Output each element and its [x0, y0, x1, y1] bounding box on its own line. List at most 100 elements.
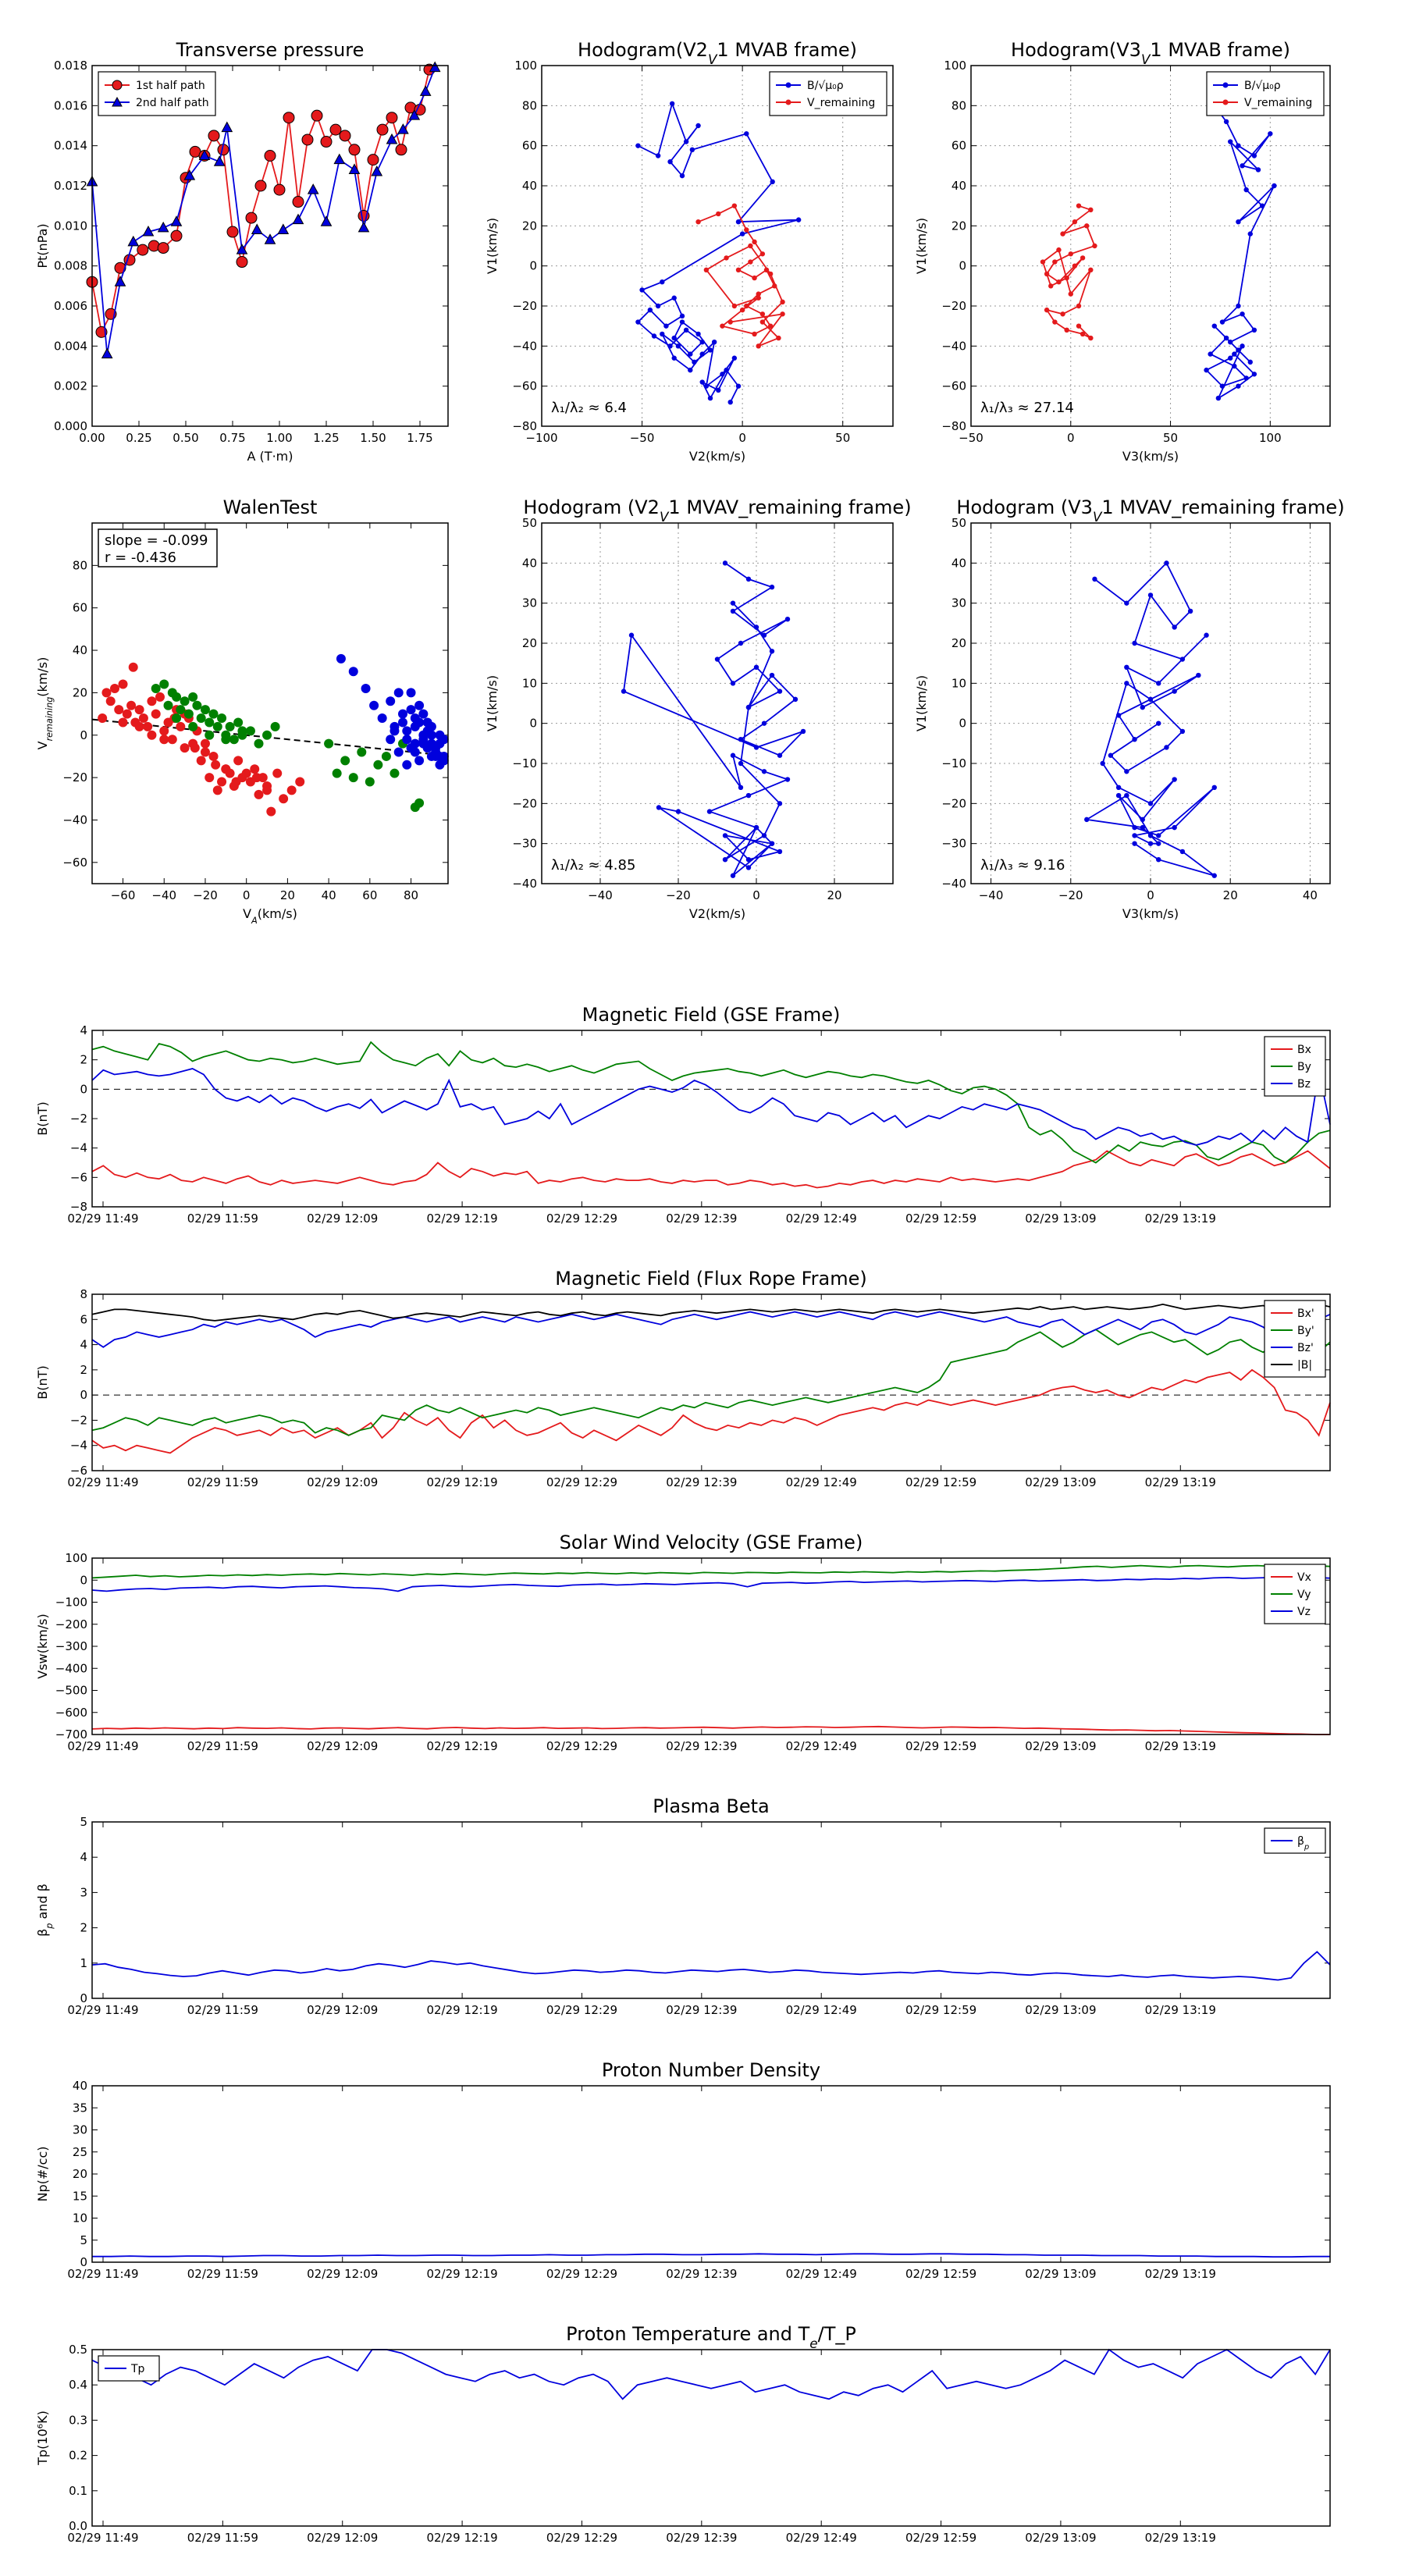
plot-frame	[91, 1557, 1331, 1735]
data-point	[361, 683, 371, 693]
data-point	[1211, 873, 1217, 878]
y-tick-label: 4	[80, 1023, 87, 1037]
x-tick-label: 20	[1223, 888, 1238, 902]
y-tick-label: 30	[951, 596, 966, 610]
x-tick-label: 02/29 12:09	[307, 2267, 378, 2281]
data-point	[759, 311, 766, 317]
data-point	[1228, 139, 1233, 144]
data-point	[767, 323, 774, 329]
chart-2: −50 0 50 100 −80 −60 −40 −20 0 20 40 60 80 100 Hodogra…	[914, 39, 1331, 464]
legend-label: By'	[1297, 1325, 1314, 1337]
legend-label: Vx	[1297, 1571, 1311, 1584]
data-point	[745, 857, 752, 863]
y-tick-label: −500	[55, 1684, 87, 1698]
data-point	[1124, 681, 1129, 686]
data-point	[759, 319, 766, 325]
data-point	[724, 367, 729, 373]
legend-label: βp	[1297, 1835, 1309, 1852]
y-tick-label: 40	[73, 2079, 87, 2093]
y-tick-label: 100	[944, 59, 966, 73]
data-point	[373, 760, 383, 770]
data-point	[699, 379, 705, 385]
x-tick-label: 02/29 13:19	[1145, 2267, 1216, 2281]
data-point	[727, 319, 733, 325]
x-axis-label: VA(km/s)	[243, 906, 297, 926]
y-tick-label: −200	[55, 1617, 87, 1631]
data-point	[414, 798, 425, 808]
x-axis-label: V2(km/s)	[689, 906, 745, 921]
data-point	[329, 123, 342, 136]
data-point	[683, 139, 689, 144]
data-point	[1211, 323, 1217, 329]
data-point	[435, 760, 445, 770]
data-point	[780, 299, 785, 305]
data-point	[357, 747, 367, 757]
data-point	[196, 756, 206, 766]
legend-box	[98, 71, 216, 116]
data-point	[128, 662, 138, 672]
y-tick-label: 20	[522, 219, 537, 233]
data-point	[114, 276, 126, 286]
chart-title: Transverse pressure	[176, 39, 365, 61]
data-point	[386, 696, 396, 706]
x-tick-label: 40	[1303, 888, 1318, 902]
data-point	[1268, 131, 1273, 137]
chart-title: Hodogram(V2V1 MVAB frame)	[578, 39, 857, 67]
x-tick-label: 02/29 13:09	[1025, 1212, 1096, 1226]
data-point	[176, 721, 186, 731]
x-tick-label: 02/29 11:59	[187, 1212, 258, 1226]
data-point	[311, 109, 323, 122]
data-point	[190, 743, 200, 753]
y-tick-label: −6	[70, 1464, 87, 1478]
data-point	[211, 760, 221, 770]
data-point	[155, 692, 165, 702]
x-tick-label: 02/29 11:59	[187, 1739, 258, 1753]
series-line-β_p	[91, 1951, 1331, 1981]
data-point	[226, 226, 239, 238]
data-point	[761, 769, 767, 774]
data-point	[137, 244, 149, 256]
y-tick-label: −2	[70, 1112, 87, 1126]
x-tick-label: 02/29 11:49	[67, 2003, 138, 2017]
chart-5: −40 −20 0 20 40 −40 −30 −20 −10 0 10 20 30 40 50Hodogr…	[914, 496, 1345, 921]
x-axis-label: V3(km/s)	[1122, 906, 1179, 921]
data-point	[367, 154, 379, 166]
data-point	[114, 705, 124, 715]
x-tick-label: −50	[630, 431, 655, 445]
x-tick-label: 02/29 12:19	[426, 2003, 497, 2017]
y-tick-label: 0.004	[54, 339, 87, 353]
data-point	[264, 233, 276, 244]
data-point	[745, 792, 752, 799]
x-tick-label: 02/29 12:39	[666, 1212, 737, 1226]
y-tick-label: −6	[70, 1170, 87, 1184]
x-tick-label: 02/29 12:29	[546, 1475, 617, 1489]
data-point	[738, 640, 744, 646]
data-point	[621, 688, 627, 694]
data-point	[348, 773, 358, 783]
plot-frame	[970, 65, 1331, 427]
y-tick-label: −80	[941, 419, 966, 433]
data-point	[1232, 351, 1237, 357]
data-point	[689, 147, 695, 152]
x-tick-label: 02/29 12:49	[786, 1475, 857, 1489]
data-point	[1092, 243, 1097, 249]
data-point	[431, 743, 441, 753]
data-point	[262, 781, 272, 791]
data-point	[1179, 656, 1186, 662]
series-line-Bz'	[91, 1311, 1331, 1348]
data-point	[748, 243, 753, 249]
data-point	[1140, 824, 1145, 831]
data-point	[1236, 219, 1241, 225]
x-tick-label: −20	[193, 888, 218, 902]
data-point	[1132, 824, 1137, 831]
data-point	[365, 777, 375, 787]
legend-label: Bx	[1297, 1044, 1311, 1056]
data-point	[212, 721, 222, 731]
data-point	[418, 738, 429, 749]
data-point	[745, 576, 752, 582]
data-point	[254, 180, 267, 192]
data-point	[1088, 207, 1094, 212]
data-point	[402, 760, 412, 770]
data-point	[159, 679, 169, 689]
data-point	[320, 215, 333, 226]
